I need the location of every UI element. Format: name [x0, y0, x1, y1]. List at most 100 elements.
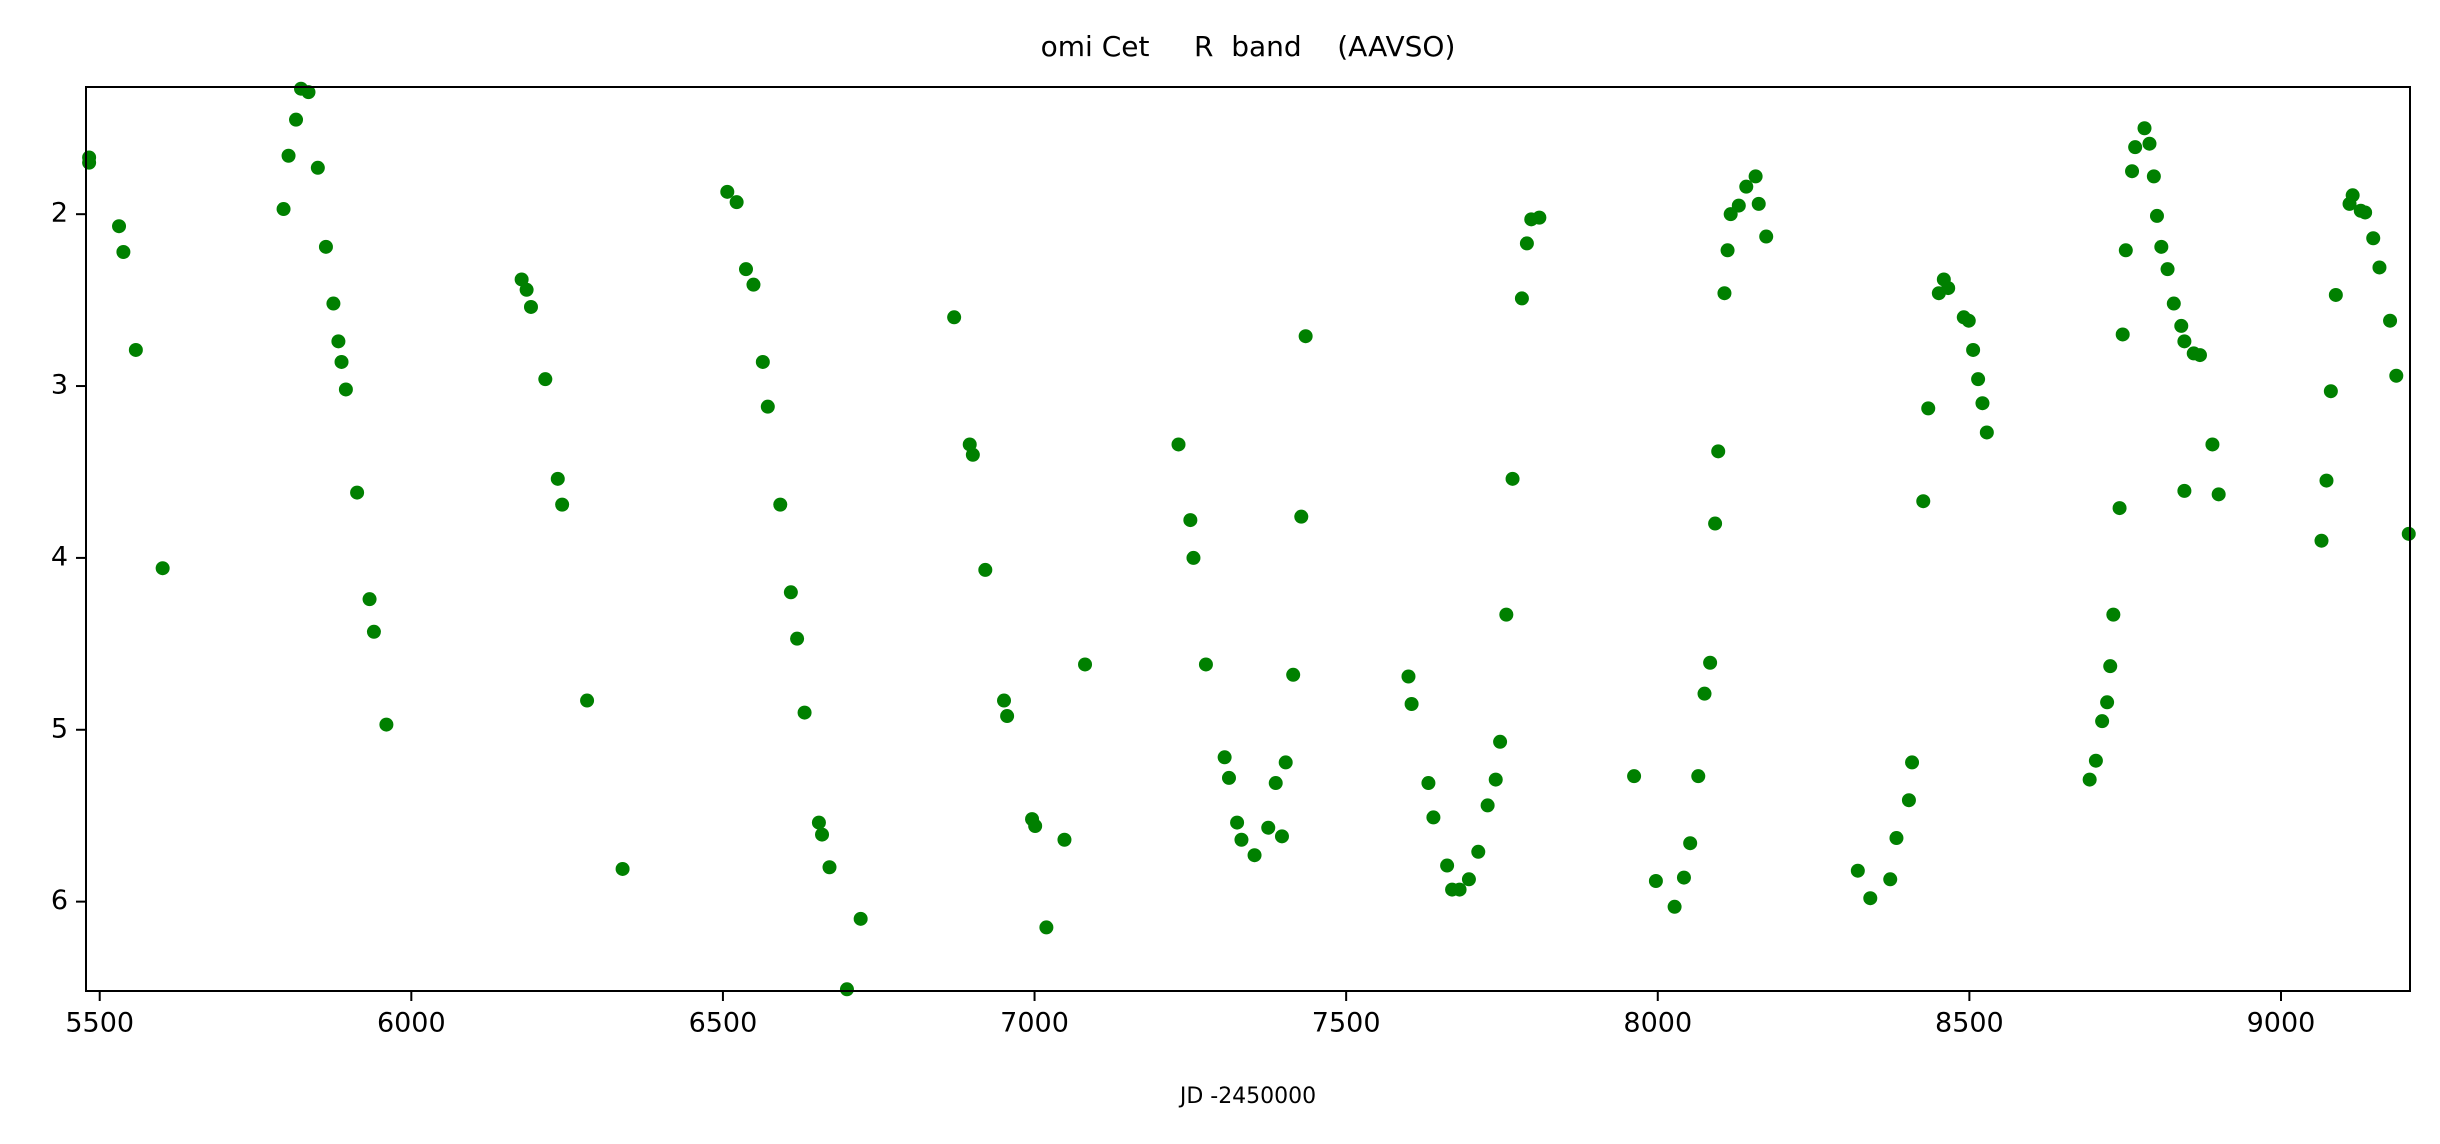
- point: [2154, 239, 2169, 254]
- point: [2372, 260, 2387, 275]
- point: [1493, 734, 1508, 749]
- point: [1708, 516, 1723, 531]
- x-tick-label: 8000: [1623, 1008, 1692, 1039]
- point: [1261, 820, 1276, 835]
- point: [1883, 872, 1898, 887]
- point: [811, 815, 826, 830]
- point: [2137, 121, 2152, 136]
- point: [1198, 657, 1213, 672]
- point: [1404, 696, 1419, 711]
- point: [2115, 327, 2130, 342]
- point: [350, 485, 365, 500]
- point: [2328, 287, 2343, 302]
- point: [2125, 164, 2140, 179]
- point: [155, 561, 170, 576]
- point: [2401, 526, 2416, 541]
- point: [783, 585, 798, 600]
- point: [289, 112, 304, 127]
- point: [301, 85, 316, 100]
- point: [1286, 667, 1301, 682]
- point: [1057, 832, 1072, 847]
- point: [2323, 384, 2338, 399]
- point: [1000, 709, 1015, 724]
- point: [1278, 755, 1293, 770]
- point: [1627, 769, 1642, 784]
- point: [2345, 188, 2360, 203]
- point: [738, 262, 753, 277]
- chart-title: omi Cet R band (AAVSO): [1041, 30, 1456, 63]
- point: [1916, 494, 1931, 509]
- point: [362, 592, 377, 607]
- point: [978, 562, 993, 577]
- point: [790, 631, 805, 646]
- point: [2366, 231, 2381, 246]
- point: [1461, 872, 1476, 887]
- x-axis-label: JD -2450000: [1178, 1084, 1316, 1109]
- x-tick-label: 6500: [689, 1008, 758, 1039]
- point: [1979, 425, 1994, 440]
- point: [822, 860, 837, 875]
- y-tick-label: 2: [51, 198, 68, 229]
- point: [773, 497, 788, 512]
- point: [2174, 318, 2189, 333]
- point: [1720, 243, 1735, 258]
- point: [334, 354, 349, 369]
- plot-area: 5500 6000 6500 7000 7500 8000 8500 9000 2 3 4 5 6: [51, 81, 2416, 1039]
- point: [538, 372, 553, 387]
- y-tick-label: 6: [51, 885, 68, 916]
- point: [112, 219, 127, 234]
- point: [1488, 772, 1503, 787]
- point: [1966, 342, 1981, 357]
- point: [2160, 262, 2175, 277]
- point: [1971, 372, 1986, 387]
- point: [2383, 313, 2398, 328]
- point: [1268, 776, 1283, 791]
- point: [2128, 140, 2143, 155]
- point: [853, 911, 868, 926]
- point: [1961, 313, 1976, 328]
- point: [2146, 169, 2161, 184]
- point: [1739, 179, 1754, 194]
- point: [1532, 210, 1547, 225]
- point: [331, 334, 346, 349]
- point: [82, 155, 97, 170]
- point: [1889, 831, 1904, 846]
- point: [2192, 348, 2207, 363]
- point: [2211, 487, 2226, 502]
- point: [1941, 281, 1956, 296]
- point: [318, 239, 333, 254]
- y-tick-label: 4: [51, 541, 68, 572]
- point: [746, 277, 761, 292]
- y-tick-label: 5: [51, 713, 68, 744]
- point: [2142, 136, 2157, 151]
- point: [366, 624, 381, 639]
- point: [1751, 196, 1766, 211]
- point: [1480, 798, 1495, 813]
- point: [1731, 198, 1746, 213]
- point: [338, 382, 353, 397]
- point: [1186, 550, 1201, 565]
- point: [1234, 832, 1249, 847]
- point: [615, 861, 630, 876]
- point: [281, 148, 296, 163]
- point: [1667, 899, 1682, 914]
- point: [2389, 368, 2404, 383]
- point: [1717, 286, 1732, 301]
- point: [276, 202, 291, 217]
- point: [1294, 509, 1309, 524]
- point: [797, 705, 812, 720]
- y-tick-label: 3: [51, 370, 68, 401]
- point: [2100, 695, 2115, 710]
- point: [2314, 533, 2329, 548]
- point: [2088, 753, 2103, 768]
- point: [1230, 815, 1245, 830]
- point: [1171, 437, 1186, 452]
- point: [2106, 607, 2121, 622]
- x-tick-label: 9000: [2247, 1008, 2316, 1039]
- point: [2082, 772, 2097, 787]
- x-tick-label: 7500: [1312, 1008, 1381, 1039]
- point: [1298, 329, 1313, 344]
- point: [1759, 229, 1774, 244]
- point: [1901, 793, 1916, 808]
- point: [815, 827, 830, 842]
